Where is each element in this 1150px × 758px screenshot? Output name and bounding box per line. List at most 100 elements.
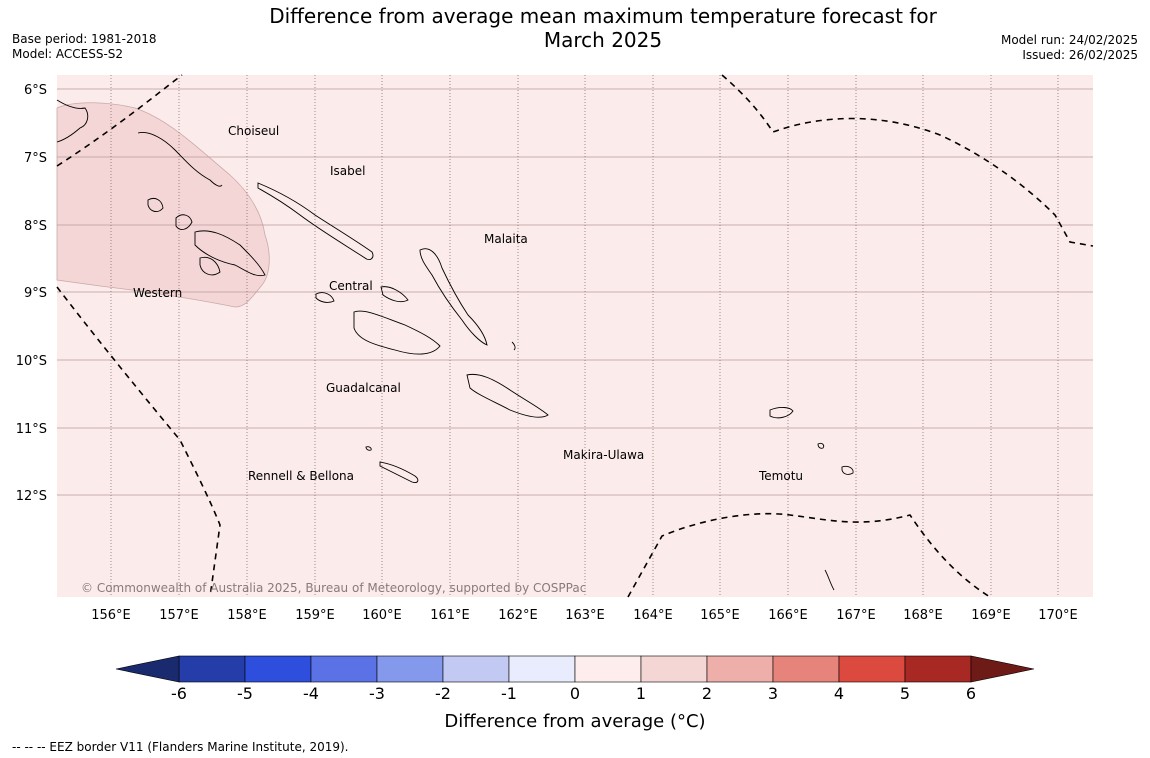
colorbar-segment: [310, 655, 378, 683]
colorbar-segment: [640, 655, 708, 683]
chart-title: Difference from average mean maximum tem…: [200, 4, 1006, 52]
region-label-rennell: Rennell & Bellona: [248, 469, 354, 483]
western-small-island: [147, 197, 164, 212]
isabel-outline: [257, 182, 374, 261]
malaita-outline: [419, 248, 488, 346]
region-label-choiseul: Choiseul: [228, 124, 279, 138]
nggela-outline: [315, 292, 335, 303]
title-line-2: March 2025: [543, 28, 663, 52]
latitude-gridlines: [57, 88, 1093, 496]
lon-label: 159°E: [295, 608, 335, 623]
makira-outline: [466, 373, 549, 418]
lon-label: 167°E: [836, 608, 876, 623]
lon-label: 168°E: [903, 608, 943, 623]
longitude-labels: 156°E 157°E 158°E 159°E 160°E 161°E 162°…: [91, 608, 1078, 623]
region-label-temotu: Temotu: [758, 469, 803, 483]
colorbar-max-extend: [970, 655, 1035, 683]
island-outlines: [56, 99, 854, 591]
colorbar-segment: [442, 655, 510, 683]
colorbar-tick-labels: -6 -5 -4 -3 -2 -1 0 1 2 3 4 5 6: [171, 684, 976, 703]
colorbar-tick: 0: [570, 684, 580, 703]
region-label-guadalcanal: Guadalcanal: [326, 381, 401, 395]
colorbar-segment: [706, 655, 774, 683]
santa-cruz-outline: [769, 407, 794, 419]
temotu-small-island-2: [841, 465, 854, 475]
colorbar-tick: 2: [702, 684, 712, 703]
issued-date: Issued: 26/02/2025: [1022, 48, 1138, 62]
base-period: Base period: 1981-2018: [12, 32, 157, 46]
latitude-labels: 6°S 7°S 8°S 9°S 10°S 11°S 12°S: [16, 83, 47, 504]
colorbar-segment: [376, 655, 444, 683]
region-label-isabel: Isabel: [330, 164, 365, 178]
lon-label: 163°E: [565, 608, 605, 623]
temotu-small-island-1: [817, 442, 825, 449]
colorbar-tick: -4: [303, 684, 319, 703]
lon-label: 164°E: [633, 608, 673, 623]
lon-label: 156°E: [91, 608, 131, 623]
region-label-central: Central: [329, 279, 373, 293]
run-info: Model run: 24/02/2025 Issued: 26/02/2025: [1001, 33, 1138, 63]
colorbar-min-extend: [115, 655, 180, 683]
lon-label: 160°E: [362, 608, 402, 623]
lon-label: 166°E: [768, 608, 808, 623]
anomaly-patch: [56, 102, 270, 308]
guadalcanal-outline: [353, 310, 441, 355]
choiseul-outline: [137, 132, 223, 187]
colorbar-tick: -6: [171, 684, 187, 703]
lat-label: 12°S: [16, 489, 47, 504]
title-line-1: Difference from average mean maximum tem…: [269, 4, 937, 28]
ulawa-outline: [511, 341, 516, 351]
lon-label: 165°E: [700, 608, 740, 623]
lon-label: 169°E: [971, 608, 1011, 623]
eez-footnote: -- -- -- EEZ border V11 (Flanders Marine…: [12, 740, 349, 754]
longitude-gridlines: [110, 75, 1059, 597]
lon-label: 161°E: [430, 608, 470, 623]
colorbar-segment: [244, 655, 312, 683]
lat-label: 8°S: [24, 219, 47, 234]
new-georgia-outline: [175, 214, 193, 230]
region-label-makira: Makira-Ulawa: [563, 448, 644, 462]
lat-label: 9°S: [24, 286, 47, 301]
lat-label: 11°S: [16, 422, 47, 437]
lon-label: 170°E: [1038, 608, 1078, 623]
colorbar-tick: -2: [435, 684, 451, 703]
colorbar-segment: [838, 655, 906, 683]
colorbar-tick: -3: [369, 684, 385, 703]
colorbar-tick: 1: [636, 684, 646, 703]
map-background: [57, 75, 1093, 597]
colorbar-tick: 6: [966, 684, 976, 703]
colorbar-tick: -1: [501, 684, 517, 703]
rennell-outline: [379, 461, 419, 483]
region-labels: Choiseul Isabel Malaita Western Central …: [133, 124, 803, 483]
savo-outline: [380, 286, 409, 303]
lat-label: 6°S: [24, 83, 47, 98]
eez-borders: [56, 74, 1094, 598]
bellona-outline: [365, 446, 372, 451]
colorbar-tick: 5: [900, 684, 910, 703]
region-label-malaita: Malaita: [484, 232, 528, 246]
colorbar-segment: [508, 655, 576, 683]
region-label-western: Western: [133, 286, 182, 300]
colorbar-title: Difference from average (°C): [444, 711, 706, 732]
model-run: Model run: 24/02/2025: [1000, 33, 1138, 47]
western-south-island: [199, 256, 221, 276]
colorbar-segment: [904, 655, 972, 683]
temotu-small-island-3: [824, 569, 835, 591]
model-info: Base period: 1981-2018 Model: ACCESS-S2: [12, 32, 157, 62]
colorbar: [115, 655, 1035, 683]
colorbar-segment: [772, 655, 840, 683]
bougainville-outline: [56, 99, 89, 143]
model-name: Model: ACCESS-S2: [12, 47, 124, 61]
western-islands-outline: [194, 230, 266, 277]
copyright-text: © Commonwealth of Australia 2025, Bureau…: [81, 581, 586, 595]
colorbar-segment: [178, 655, 246, 683]
lon-label: 162°E: [498, 608, 538, 623]
lon-label: 158°E: [227, 608, 267, 623]
colorbar-tick: 4: [834, 684, 844, 703]
lat-label: 7°S: [24, 151, 47, 166]
colorbar-segment: [574, 655, 642, 683]
lon-label: 157°E: [159, 608, 199, 623]
colorbar-tick: -5: [237, 684, 253, 703]
lat-label: 10°S: [16, 354, 47, 369]
